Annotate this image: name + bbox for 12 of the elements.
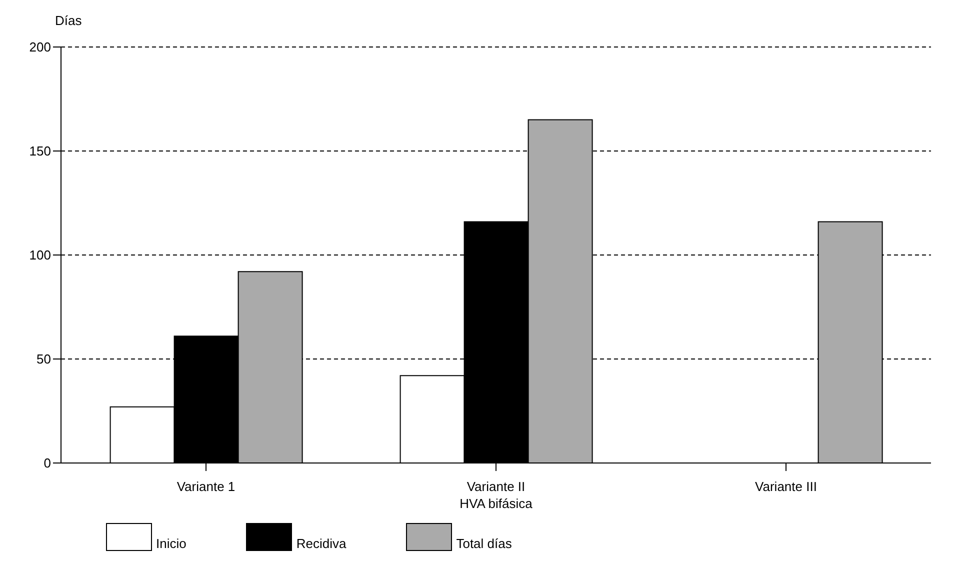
y-axis-title: Días xyxy=(55,13,82,28)
x-tick-label: Variante 1 xyxy=(176,479,236,494)
y-tick-label: 200 xyxy=(29,40,51,55)
y-tick-label: 0 xyxy=(44,456,51,471)
x-tick-label: Variante II HVA bifásica xyxy=(460,479,534,511)
y-tick-label: 150 xyxy=(29,144,51,159)
legend-label: Total días xyxy=(456,536,512,551)
x-tick-label: Variante III xyxy=(755,479,817,494)
legend-label: Recidiva xyxy=(296,536,346,551)
y-tick-label: 50 xyxy=(36,352,51,367)
y-tick-label: 100 xyxy=(29,248,51,263)
legend-label: Inicio xyxy=(156,536,186,551)
